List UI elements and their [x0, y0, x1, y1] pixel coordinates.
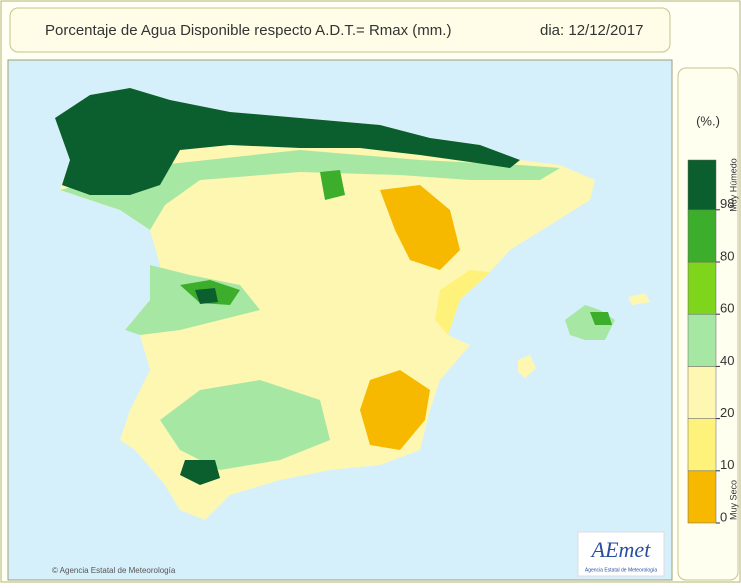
legend-top-label: Muy Húmedo: [728, 158, 738, 212]
logo-subtitle: Agencia Estatal de Meteorología: [585, 567, 657, 573]
legend-swatch: [687, 313, 717, 367]
legend-tick-label: 80: [720, 248, 734, 263]
legend-tick-label: 0: [720, 509, 727, 524]
zone-darkgreen-south: [180, 460, 220, 485]
zone-darkgreen-north: [55, 88, 520, 195]
zone-south: [160, 380, 330, 470]
legend-tick-label: 60: [720, 301, 734, 316]
legend-swatch: [687, 366, 717, 419]
zone-orange-east: [380, 185, 460, 270]
legend-tick-label: 98: [720, 196, 734, 211]
copyright: © Agencia Estatal de Meteorología: [52, 566, 176, 575]
legend-swatch: [687, 418, 717, 472]
zone-green-north: [320, 170, 345, 200]
legend-swatch: [687, 470, 717, 524]
date: dia: 12/12/2017: [540, 22, 643, 39]
legend-bottom-label: Muy Seco: [728, 480, 738, 520]
logo: AEmet: [590, 537, 652, 562]
legend-swatch: [687, 209, 717, 263]
legend-tick-label: 10: [720, 457, 734, 472]
title-box: [9, 7, 671, 53]
zone-north-green: [60, 150, 560, 230]
legend-swatch: [687, 159, 717, 211]
logo-box: [577, 531, 665, 577]
legend-unit: (%.): [696, 113, 720, 128]
mallorca-green: [590, 312, 612, 325]
legend-swatch: [687, 261, 717, 315]
legend: 0 10 20 40 60 80 98: [687, 159, 734, 524]
title: Porcentaje de Agua Disponible respecto A…: [45, 22, 451, 39]
ibiza: [518, 355, 536, 378]
zone-orange-southeast: [360, 370, 430, 450]
menorca: [628, 293, 650, 305]
map: [55, 88, 650, 520]
zone-darkgreen-west: [195, 288, 218, 304]
zone-west: [125, 265, 260, 335]
legend-tick-label: 40: [720, 353, 734, 368]
legend-tick-label: 20: [720, 405, 734, 420]
zone-yellow-coast: [435, 270, 490, 335]
